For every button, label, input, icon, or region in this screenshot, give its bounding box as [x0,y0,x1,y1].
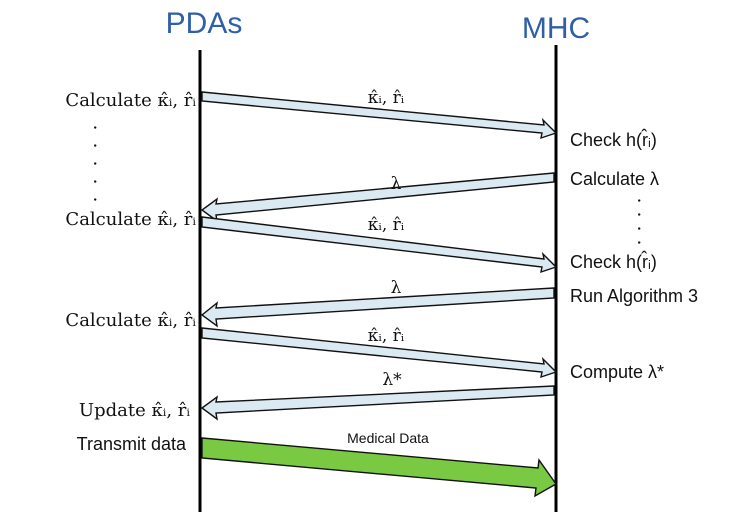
message-arrow-3 [201,216,558,274]
label-update: Update κ̂ᵢ, r̂ᵢ [79,400,190,421]
arrow-label-3: κ̂ᵢ, r̂ᵢ [368,215,405,235]
arrow-label-6: λ* [382,370,402,390]
label-calculate-2: Calculate κ̂ᵢ, r̂ᵢ [65,209,196,230]
message-arrow-6 [200,385,555,421]
right-vertical-ellipsis: . . . . [633,198,655,247]
message-arrow-4 [200,287,555,328]
arrow-label-2: λ [391,174,402,194]
message-arrow-1 [201,91,558,140]
label-run-algorithm: Run Algorithm 3 [570,286,698,306]
pdas-header: PDAs [166,7,243,40]
arrow-label-4: λ [391,278,402,298]
label-calculate-3: Calculate κ̂ᵢ, r̂ᵢ [65,310,196,331]
medical-data-arrow [201,437,558,498]
arrow-label-5: κ̂ᵢ, r̂ᵢ [368,326,405,346]
label-compute-lambda-star: Compute λ* [570,362,664,382]
label-calculate-1: Calculate κ̂ᵢ, r̂ᵢ [65,90,196,111]
label-check-1: Check h(r̂ᵢ) [570,129,657,150]
left-vertical-ellipsis: . . . . . [89,125,111,206]
mhc-header: MHC [522,12,590,45]
label-transmit-data: Transmit data [77,434,187,454]
arrow-label-medical-data: Medical Data [347,430,429,446]
label-calculate-lambda: Calculate λ [570,169,659,189]
arrow-label-1: κ̂ᵢ, r̂ᵢ [368,88,405,108]
label-check-2: Check h(r̂ᵢ) [570,251,657,272]
message-arrow-5 [201,327,558,379]
message-arrow-2 [200,172,555,223]
